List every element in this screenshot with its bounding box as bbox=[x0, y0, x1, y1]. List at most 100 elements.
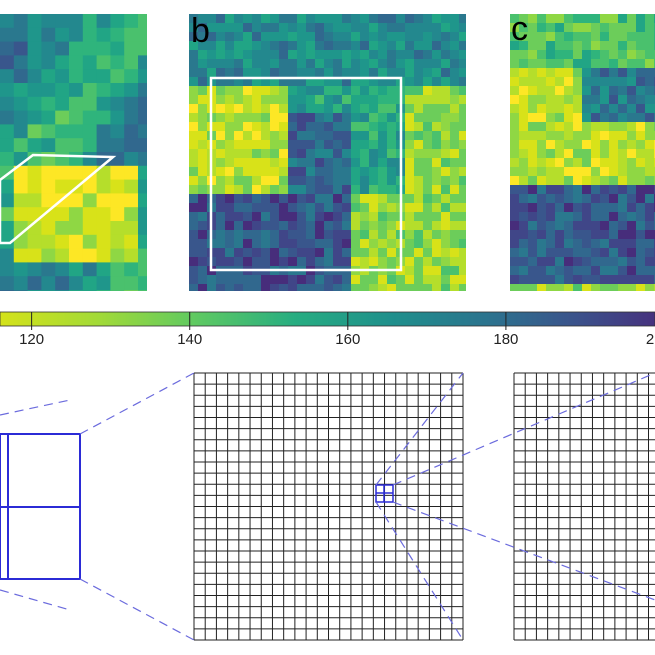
pixel bbox=[96, 69, 111, 84]
pixel bbox=[306, 158, 316, 168]
pixel bbox=[645, 122, 655, 132]
pixel bbox=[110, 55, 125, 70]
pixel bbox=[636, 176, 646, 186]
pixel bbox=[591, 194, 601, 204]
pixel bbox=[315, 284, 325, 291]
pixel bbox=[333, 248, 343, 258]
pixel bbox=[261, 140, 271, 150]
pixel bbox=[600, 176, 610, 186]
pixel bbox=[138, 124, 147, 139]
pixel bbox=[288, 194, 298, 204]
connector bbox=[79, 578, 195, 641]
pixel bbox=[378, 140, 388, 150]
pixel bbox=[351, 32, 361, 42]
pixel bbox=[198, 275, 208, 285]
pixel bbox=[41, 55, 56, 70]
pixel bbox=[510, 149, 520, 159]
pixel bbox=[450, 95, 460, 105]
pixel bbox=[459, 59, 466, 69]
pixel bbox=[225, 158, 235, 168]
pixel bbox=[609, 221, 619, 231]
pixel bbox=[573, 212, 583, 222]
pixel bbox=[69, 110, 84, 125]
pixel bbox=[459, 140, 466, 150]
pixel bbox=[546, 194, 556, 204]
connector bbox=[0, 399, 71, 416]
pixel bbox=[546, 104, 556, 114]
pixel bbox=[189, 194, 199, 204]
pixel bbox=[225, 122, 235, 132]
pixel bbox=[537, 185, 547, 195]
pixel bbox=[13, 96, 29, 112]
pixel bbox=[189, 257, 199, 267]
pixel bbox=[441, 113, 451, 123]
pixel bbox=[600, 140, 610, 150]
pixel bbox=[387, 149, 397, 159]
pixel bbox=[414, 122, 424, 132]
pixel bbox=[459, 284, 466, 291]
pixel bbox=[405, 167, 415, 177]
pixel bbox=[609, 68, 619, 78]
pixel bbox=[573, 230, 583, 240]
pixel bbox=[315, 176, 325, 186]
pixel bbox=[342, 131, 352, 141]
pixel bbox=[288, 113, 298, 123]
pixel bbox=[510, 77, 520, 87]
pixel bbox=[306, 185, 316, 195]
pixel bbox=[0, 290, 15, 291]
pixel bbox=[306, 221, 316, 231]
pixel bbox=[423, 176, 433, 186]
pixel bbox=[555, 239, 565, 249]
pixel bbox=[82, 55, 98, 70]
pixel bbox=[582, 167, 592, 177]
pixel bbox=[351, 212, 361, 222]
pixel bbox=[450, 185, 460, 195]
pixel bbox=[564, 284, 574, 291]
pixel bbox=[432, 221, 442, 231]
pixel bbox=[216, 95, 226, 105]
pixel bbox=[261, 176, 271, 186]
pixel bbox=[564, 158, 574, 168]
pixel bbox=[13, 262, 29, 277]
pixel bbox=[333, 203, 343, 213]
pixel bbox=[564, 140, 574, 150]
pixel bbox=[591, 122, 601, 132]
pixel bbox=[27, 83, 42, 98]
pixel bbox=[450, 23, 460, 33]
pixel bbox=[627, 248, 637, 258]
pixel bbox=[351, 95, 361, 105]
pixel bbox=[279, 176, 289, 186]
pixel bbox=[459, 104, 466, 114]
pixel bbox=[432, 248, 442, 258]
pixel bbox=[96, 248, 111, 263]
pixel bbox=[225, 257, 235, 267]
pixel bbox=[55, 262, 70, 277]
pixel bbox=[252, 239, 262, 249]
pixel bbox=[369, 167, 379, 177]
pixel bbox=[270, 230, 280, 240]
pixel bbox=[645, 266, 655, 276]
pixel bbox=[537, 248, 547, 258]
pixel bbox=[600, 167, 610, 177]
pixel bbox=[234, 239, 244, 249]
pixel bbox=[297, 68, 307, 78]
pixel bbox=[645, 257, 655, 267]
pixel bbox=[234, 95, 244, 105]
pixel bbox=[387, 203, 397, 213]
pixel bbox=[225, 14, 235, 24]
pixel bbox=[342, 122, 352, 132]
pixel bbox=[573, 41, 583, 51]
pixel bbox=[69, 262, 84, 277]
pixel bbox=[432, 113, 442, 123]
pixel bbox=[110, 193, 125, 208]
pixel bbox=[645, 212, 655, 222]
pixel bbox=[636, 131, 646, 141]
pixel bbox=[591, 149, 601, 159]
pixel bbox=[270, 23, 280, 33]
pixel bbox=[537, 239, 547, 249]
pixel bbox=[261, 158, 271, 168]
pixel bbox=[636, 248, 646, 258]
pixel bbox=[270, 167, 280, 177]
pixel bbox=[405, 50, 415, 60]
pixel bbox=[546, 140, 556, 150]
